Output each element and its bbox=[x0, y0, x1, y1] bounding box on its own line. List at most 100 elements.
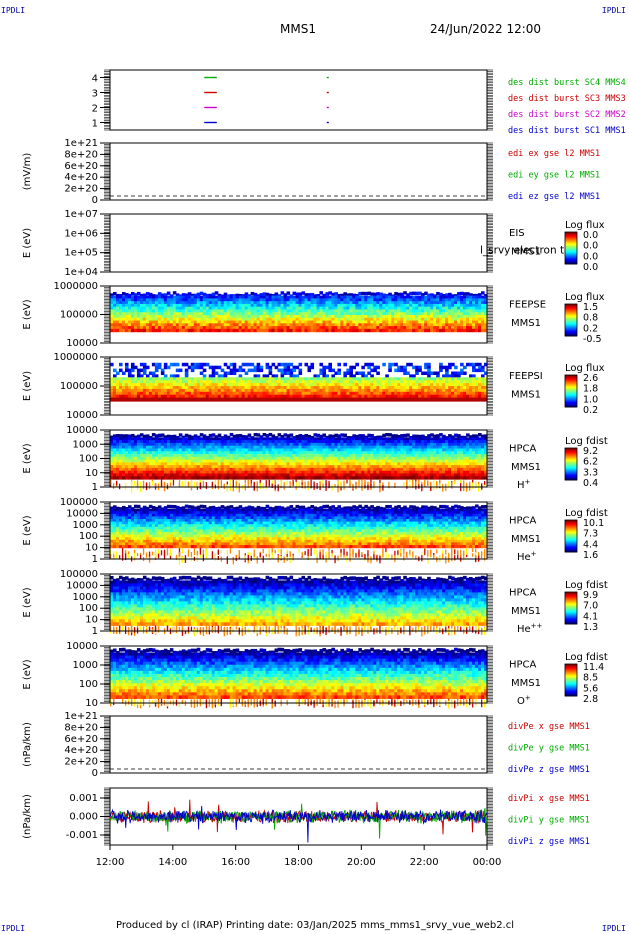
feepse-panel-cell bbox=[145, 326, 150, 330]
hpca_h-panel-cell bbox=[154, 465, 159, 469]
feepse-panel-cell bbox=[181, 314, 186, 319]
feepse-panel-cell bbox=[427, 328, 431, 333]
hpca_h-panel-cell bbox=[121, 437, 126, 441]
hpca_h-panel-cell bbox=[256, 445, 261, 450]
hpca_h-panel-cell bbox=[241, 445, 246, 450]
feepse-panel-cell bbox=[388, 292, 392, 297]
feepse-panel-cell bbox=[445, 309, 449, 313]
eis-panel-colorbar-segment bbox=[565, 256, 577, 258]
feepse-panel-cell bbox=[382, 298, 386, 302]
corner-label-bottom-right: IPDLI bbox=[601, 924, 626, 933]
feepse-panel-cell bbox=[286, 295, 291, 299]
feepsi-panel-cell bbox=[211, 371, 216, 375]
feepsi-panel-colorbar-segment bbox=[565, 375, 577, 377]
feepse-panel-cell bbox=[436, 298, 440, 302]
feepsi-panel-cell bbox=[139, 368, 144, 373]
hpca_h-panel-cell bbox=[271, 462, 276, 466]
hpca_h-panel-cell bbox=[157, 445, 162, 450]
feepse-panel-cell bbox=[256, 303, 261, 308]
feepsi-panel-cell bbox=[262, 394, 267, 399]
feepsi-panel-cell bbox=[406, 371, 410, 375]
feepse-panel-cell bbox=[379, 295, 383, 299]
feepse-panel-cell bbox=[457, 317, 461, 322]
feepse-panel-cell bbox=[139, 320, 144, 324]
feepse-panel-cell bbox=[268, 295, 273, 299]
feepse-panel-cell bbox=[334, 292, 338, 296]
hpca_h-panel-cell bbox=[160, 467, 165, 472]
feepse-panel-cell bbox=[478, 317, 482, 322]
feepse-panel-cell bbox=[208, 293, 213, 298]
hpca_h-panel-cell bbox=[220, 473, 225, 477]
feepse-panel-cell bbox=[115, 301, 120, 305]
feepse-panel-cell bbox=[118, 306, 123, 311]
feepse-panel-cell bbox=[223, 323, 228, 327]
feepse-panel-cell bbox=[394, 301, 398, 305]
feepsi-panel-cell bbox=[178, 383, 183, 387]
hpca_h-panel-cell bbox=[110, 467, 114, 472]
hpca_h-panel-cell bbox=[220, 437, 225, 441]
feepse-panel-cell bbox=[184, 314, 189, 319]
hpca_h-panel-cell bbox=[298, 456, 303, 461]
hpca_h-panel-cell bbox=[148, 440, 153, 444]
hpca_h-panel-cell bbox=[199, 467, 204, 472]
hpca_h-panel-cell bbox=[313, 451, 318, 455]
feepse-panel-cell bbox=[328, 312, 333, 316]
hpca_h-panel-cell bbox=[190, 440, 195, 444]
feepse-panel-cell bbox=[145, 320, 150, 324]
hpca_h-panel-cell bbox=[217, 451, 222, 455]
hpca_h-panel-cell bbox=[259, 476, 264, 480]
feepsi-panel-cell bbox=[226, 391, 231, 396]
feepsi-panel-cell bbox=[385, 394, 389, 399]
feepsi-panel-cell bbox=[145, 391, 150, 396]
feepsi-panel-cell bbox=[475, 388, 479, 393]
feepse-panel-cell bbox=[262, 303, 267, 308]
feepse-panel-cell bbox=[331, 292, 336, 297]
hpca_h-panel-cell bbox=[142, 437, 147, 441]
hpca_h-panel-cell bbox=[181, 454, 186, 458]
feepse-panel-cell bbox=[133, 306, 138, 311]
hpca_h-panel-cell bbox=[160, 448, 165, 452]
hpca_h-panel-cell bbox=[277, 440, 282, 444]
feepse-panel-cell bbox=[154, 303, 159, 308]
hpca_h-panel-cell bbox=[310, 465, 315, 469]
hpca_h-panel-cell bbox=[241, 459, 246, 463]
hpca_h-panel-cell bbox=[166, 442, 171, 447]
feepse-panel-cell bbox=[259, 312, 264, 316]
feepse-panel-cell bbox=[121, 323, 126, 327]
hpca_h-panel-cell bbox=[241, 440, 246, 444]
hpca_h-panel-cell bbox=[190, 465, 195, 469]
hpca_h-panel-cell bbox=[115, 465, 120, 469]
feepsi-panel-cell bbox=[283, 377, 288, 381]
feepse-panel-cell bbox=[460, 312, 464, 316]
feepse-panel-cell bbox=[394, 295, 398, 299]
burst-ytick-label: 2 bbox=[92, 104, 98, 115]
hpca_h-panel-cell bbox=[244, 442, 249, 447]
feepse-panel-cell bbox=[157, 303, 162, 308]
feepse-panel-cell bbox=[337, 301, 341, 305]
feepse-panel-cell bbox=[316, 303, 321, 308]
edi-panel-ytick-label: 1e+21 bbox=[64, 138, 98, 149]
feepsi-panel-cell bbox=[415, 397, 419, 402]
feepse-panel-cell bbox=[430, 303, 434, 308]
feepsi-panel-cell bbox=[319, 380, 324, 384]
feepse-panel-cell bbox=[457, 295, 461, 299]
feepsi-panel-cell bbox=[451, 388, 455, 393]
feepse-panel-cell bbox=[325, 295, 330, 299]
feepse-panel-cell bbox=[301, 323, 306, 327]
feepsi-panel-cell bbox=[274, 365, 279, 370]
feepse-panel-cell bbox=[184, 312, 189, 316]
feepse-panel-cell bbox=[388, 314, 392, 319]
hpca_h-panel-cell bbox=[247, 445, 252, 450]
feepsi-panel-cell bbox=[250, 388, 255, 393]
feepsi-panel-cell bbox=[313, 377, 318, 381]
feepse-panel-cell bbox=[397, 295, 401, 299]
feepsi-panel-cell bbox=[217, 380, 222, 384]
feepsi-panel-cell bbox=[130, 365, 135, 370]
hpca_h-panel-cell bbox=[110, 470, 114, 475]
feepse-panel-cell bbox=[475, 293, 479, 298]
feepse-panel-cell bbox=[352, 303, 356, 308]
burst-ytick-label: 1 bbox=[92, 119, 98, 130]
feepse-panel-cell bbox=[286, 328, 291, 333]
feepsi-panel-cell bbox=[110, 391, 114, 396]
feepse-panel-cell bbox=[223, 309, 228, 313]
